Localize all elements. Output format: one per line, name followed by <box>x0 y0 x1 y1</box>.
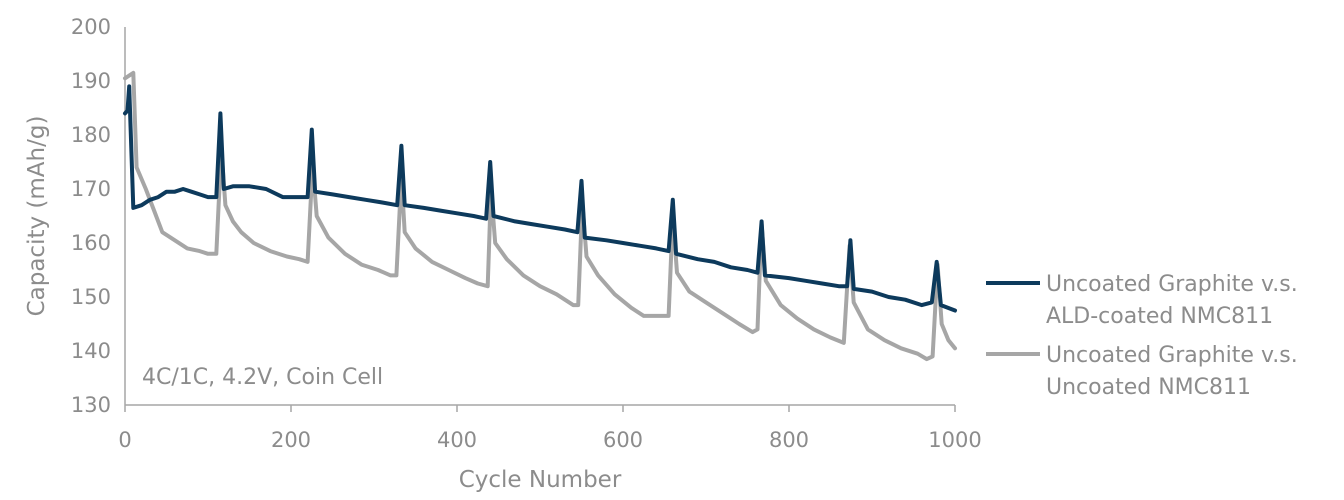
x-axis-title: Cycle Number <box>459 467 622 493</box>
y-tick-label: 160 <box>71 231 111 255</box>
y-tick-label: 140 <box>71 339 111 363</box>
y-tick-label: 190 <box>71 69 111 93</box>
x-tick-label: 400 <box>437 428 477 452</box>
x-axis-tick-labels: 0 200 400 600 800 1000 <box>118 428 981 452</box>
series-line-1 <box>123 84 957 313</box>
chart-annotation: 4C/1C, 4.2V, Coin Cell <box>142 365 383 390</box>
x-tick-label: 600 <box>603 428 643 452</box>
x-tick-label: 1000 <box>928 428 981 452</box>
legend-label-2: Uncoated NMC811 <box>1046 375 1251 400</box>
x-tick-label: 0 <box>118 428 131 452</box>
y-tick-label: 170 <box>71 177 111 201</box>
x-tick-label: 800 <box>769 428 809 452</box>
legend-label-1: ALD-coated NMC811 <box>1046 304 1273 329</box>
x-axis-tick-marks <box>124 405 956 412</box>
legend: Uncoated Graphite v.s. ALD-coated NMC811 U… <box>986 272 1298 400</box>
series-line-2 <box>123 70 957 362</box>
legend-label-1: Uncoated Graphite v.s. <box>1046 272 1298 297</box>
legend-label-2: Uncoated Graphite v.s. <box>1046 343 1298 368</box>
y-tick-label: 200 <box>71 15 111 39</box>
y-tick-label: 150 <box>71 285 111 309</box>
y-tick-label: 180 <box>71 123 111 147</box>
series-layer <box>123 70 957 362</box>
y-axis-tick-labels: 130 140 150 160 170 180 190 200 <box>71 15 111 417</box>
x-tick-label: 200 <box>271 428 311 452</box>
y-axis-title: Capacity (mAh/g) <box>24 116 50 317</box>
y-tick-label: 130 <box>71 393 111 417</box>
